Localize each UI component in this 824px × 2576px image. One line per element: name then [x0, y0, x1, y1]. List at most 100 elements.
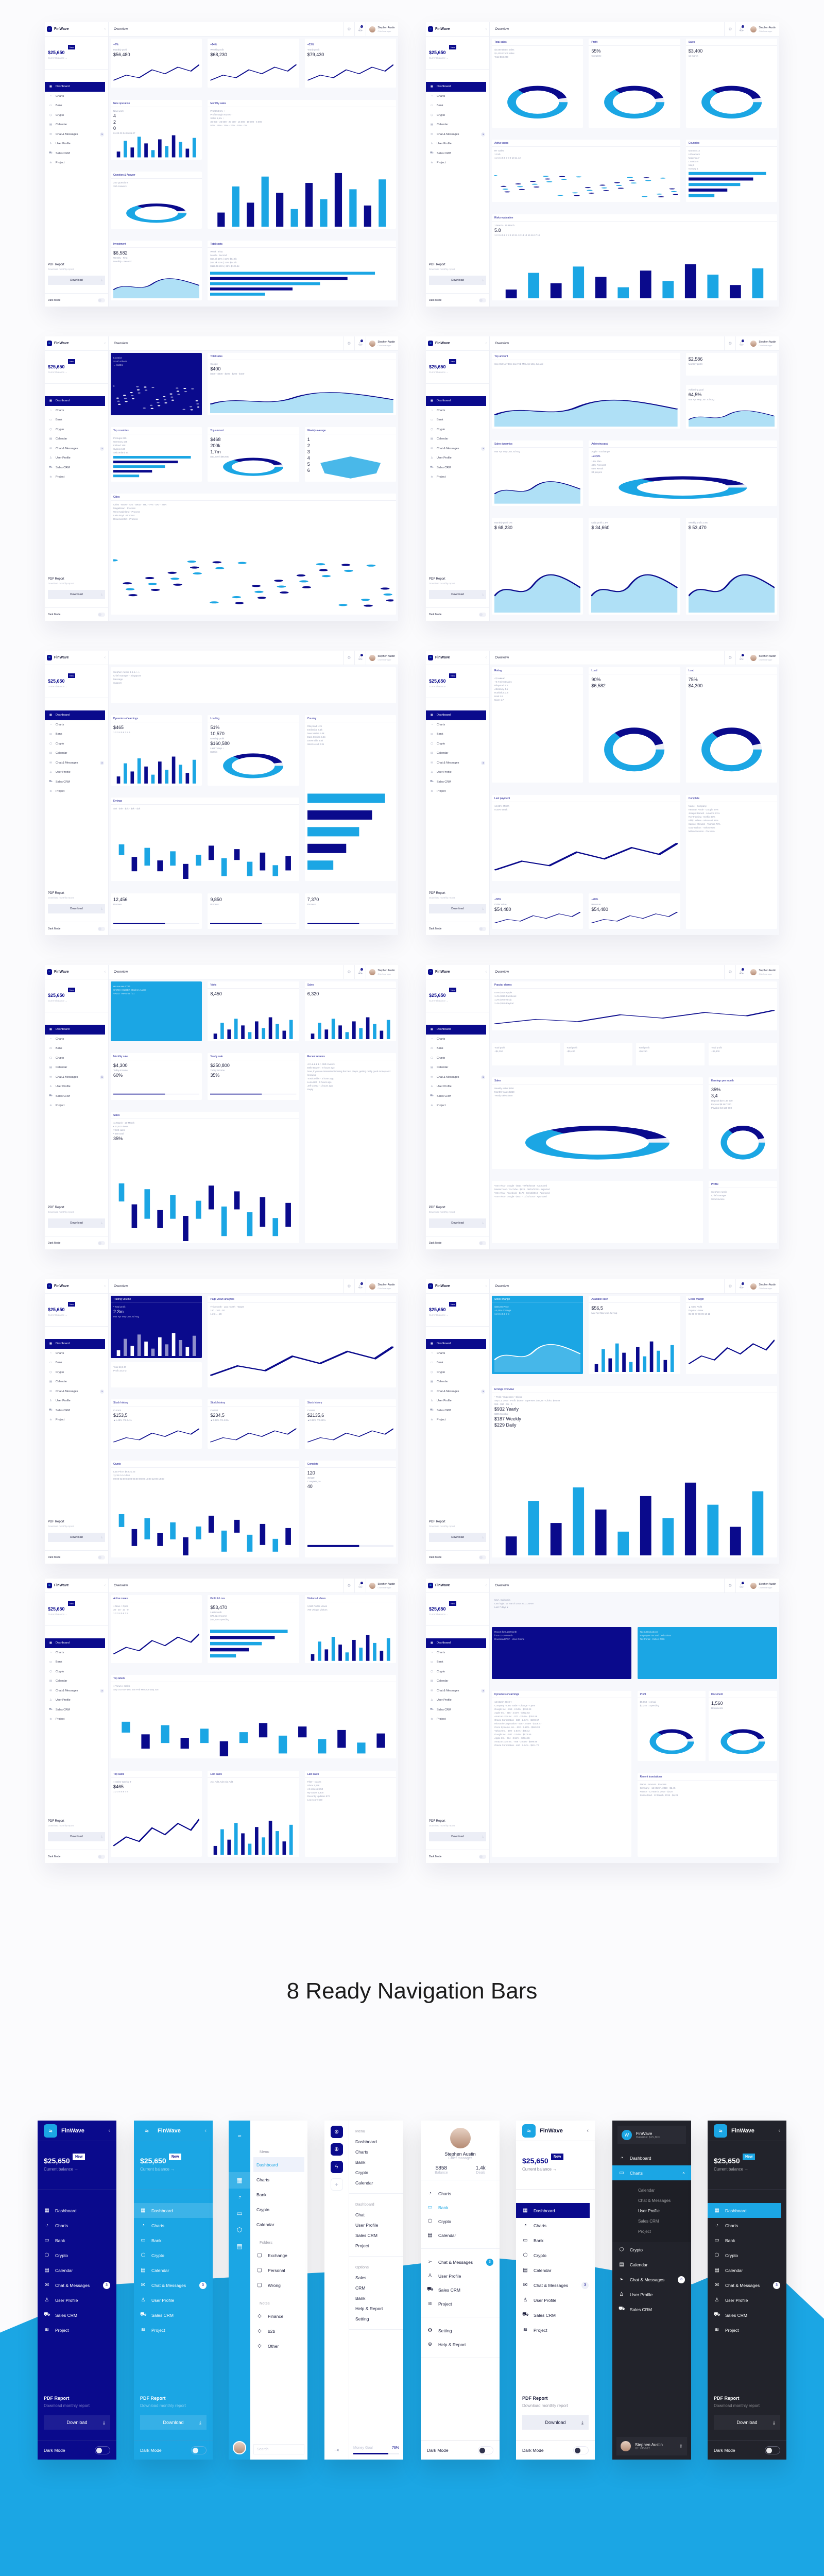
collapse-sidebar-button[interactable]: ‹ [485, 27, 487, 31]
download-button[interactable]: Download ⤓ [44, 2415, 110, 2430]
sidebar-item-bank[interactable]: ▭ Bank [45, 101, 108, 111]
settings-icon[interactable]: ⚙ [724, 651, 735, 665]
cube-icon[interactable]: ⬡ [236, 2226, 243, 2233]
sidebar-item-bank[interactable]: ▭ Bank [426, 730, 489, 739]
dark-mode-toggle[interactable] [98, 926, 105, 931]
menu-item[interactable]: Sales CRM [355, 2233, 377, 2238]
bell-icon[interactable]: 🔔︎ 2 [735, 22, 747, 36]
dark-mode-toggle[interactable] [478, 2446, 493, 2454]
settings-icon[interactable]: ⚙ [724, 965, 735, 979]
sidebar-item-bank[interactable]: ▭ Bank [426, 1657, 489, 1667]
submenu-item[interactable]: Project [638, 2229, 651, 2234]
sidebar-item-calendar[interactable]: ▤ Calendar [426, 1676, 489, 1686]
submenu-item[interactable]: Calendar [638, 2188, 655, 2193]
menu-item[interactable]: ≋ Project [421, 2297, 500, 2311]
dark-mode-toggle[interactable] [98, 1555, 105, 1560]
dark-mode-toggle[interactable] [98, 1241, 105, 1245]
download-button[interactable]: Download ⤓ [429, 1832, 486, 1841]
lightning-icon[interactable]: ϟ [330, 2161, 343, 2173]
sidebar-item-user-profile[interactable]: ♙ User Profile [45, 1396, 108, 1406]
sidebar-item-crypto[interactable]: ⬡ Crypto [708, 2248, 786, 2263]
collapse-sidebar-button[interactable]: ‹ [104, 1284, 106, 1288]
sidebar-item-calendar[interactable]: ▤ Calendar [45, 749, 108, 758]
sidebar-item-project[interactable]: ≋ Project [708, 2323, 786, 2337]
current-balance-link[interactable]: Current balance → [429, 1613, 449, 1616]
download-button[interactable]: Download ⤓ [429, 1533, 486, 1542]
collapse-sidebar-button[interactable]: ‹ [108, 2127, 110, 2134]
sidebar-item-calendar[interactable]: ▤ Calendar [426, 434, 489, 444]
current-balance-link[interactable]: Current balance → [44, 2167, 79, 2172]
current-balance-link[interactable]: Current balance → [714, 2167, 749, 2172]
sidebar-item-sales-crm[interactable]: ⛟ Sales CRM [45, 149, 108, 159]
dark-mode-toggle[interactable] [765, 2446, 780, 2454]
sidebar-item-crypto[interactable]: ⬡ Crypto [426, 739, 489, 749]
collapse-sidebar-button[interactable]: ‹ [485, 656, 487, 659]
sidebar-item-project[interactable]: ≋ Project [45, 158, 108, 168]
switch-user-icon[interactable]: ⇕ [679, 2443, 683, 2449]
current-balance-link[interactable]: Current balance → [429, 1314, 449, 1316]
menu-item[interactable]: Crypto [253, 2202, 304, 2217]
sidebar-item-project[interactable]: ≋ Project [134, 2323, 213, 2337]
sidebar-item-dashboard[interactable]: ▦ Dashboard [708, 2203, 781, 2218]
sidebar-item-crypto[interactable]: ⬡ Crypto [426, 425, 489, 435]
sidebar-item-project[interactable]: ≋ Project [426, 1101, 489, 1111]
sidebar-item-calendar[interactable]: ▤ Calendar [134, 2263, 213, 2278]
sidebar-item-chat-messages[interactable]: ✉ Chat & Messages 3 [426, 130, 489, 140]
dark-mode-toggle[interactable] [479, 298, 486, 302]
credit-card-icon[interactable]: ▭ [236, 2210, 243, 2217]
settings-icon[interactable]: ⚙ [343, 22, 354, 36]
sidebar-item-bank[interactable]: ▭ Bank [708, 2233, 786, 2248]
sidebar-item-sales-crm[interactable]: ⛟ Sales CRM [426, 1092, 489, 1101]
user-menu[interactable]: Stephen Austin Chief manager [747, 1579, 779, 1592]
bell-icon[interactable]: 🔔︎ 2 [354, 22, 366, 36]
sidebar-item-sales-crm[interactable]: ⛟ Sales CRM [426, 149, 489, 159]
sidebar-item-user-profile[interactable]: ♙ User Profile [426, 453, 489, 463]
collapse-sidebar-button[interactable]: ‹ [485, 342, 487, 345]
bell-icon[interactable]: 🔔︎ 2 [735, 965, 747, 979]
sidebar-item-chat-messages[interactable]: ✉ Chat & Messages 3 [45, 758, 108, 768]
dark-mode-toggle[interactable] [191, 2446, 207, 2454]
user-menu[interactable]: Stephen Austin Chief manager [366, 965, 398, 979]
sidebar-item-sales-crm[interactable]: ⛟ Sales CRM [45, 1705, 108, 1715]
menu-item[interactable]: Help & Report [355, 2306, 383, 2311]
sidebar-item-sales-crm[interactable]: ⛟ Sales CRM [426, 1705, 489, 1715]
user-menu[interactable]: Stephen Austin Chief manager [366, 1579, 398, 1592]
dark-mode-toggle[interactable] [479, 612, 486, 617]
sidebar-item-charts[interactable]: ◔ Charts [516, 2218, 595, 2233]
sidebar-item-calendar[interactable]: ▤ Calendar [426, 120, 489, 130]
sidebar-item-sales-crm[interactable]: ⛟ Sales CRM [612, 2302, 691, 2317]
sidebar-item-project[interactable]: ≋ Project [426, 1715, 489, 1724]
sidebar-item-user-profile[interactable]: ♙ User Profile [426, 768, 489, 777]
sidebar-item-crypto[interactable]: ⬡ Crypto [38, 2248, 116, 2263]
sidebar-item-project[interactable]: ≋ Project [45, 1715, 108, 1724]
dark-mode-toggle[interactable] [98, 612, 105, 617]
sidebar-item-dashboard[interactable]: ▦ Dashboard [426, 82, 486, 92]
sidebar-item-user-profile[interactable]: ♙ User Profile [45, 1696, 108, 1705]
sidebar-item-charts[interactable]: ◔ Charts [45, 1349, 108, 1359]
menu-item[interactable]: ⚙ Setting [421, 2324, 500, 2337]
current-balance-link[interactable]: Current balance → [48, 1314, 67, 1316]
sidebar-item-charts[interactable]: ◔ Charts [45, 92, 108, 101]
menu-item[interactable]: ◔ Charts [421, 2187, 500, 2200]
sidebar-item-bank[interactable]: ▭ Bank [45, 1044, 108, 1054]
sidebar-item-crypto[interactable]: ⬡ Crypto [612, 2242, 691, 2257]
dark-mode-toggle[interactable] [479, 1555, 486, 1560]
sidebar-item-calendar[interactable]: ▤ Calendar [612, 2257, 691, 2272]
sidebar-item-user-profile[interactable]: ♙ User Profile [45, 139, 108, 149]
download-button[interactable]: Download ⤓ [48, 1533, 105, 1542]
search-input[interactable]: Search [253, 2444, 304, 2454]
sidebar-item-charts[interactable]: ◔ Charts [45, 1648, 108, 1658]
bell-icon[interactable]: 🔔︎ 2 [354, 336, 366, 350]
current-balance-link[interactable]: Current balance → [48, 371, 67, 374]
menu-item[interactable]: ♙ User Profile [421, 2269, 500, 2283]
download-button[interactable]: Download ⤓ [140, 2415, 207, 2430]
download-button[interactable]: Download ⤓ [48, 590, 105, 599]
sidebar-item-user-profile[interactable]: ♙ User Profile [426, 1696, 489, 1705]
download-button[interactable]: Download ⤓ [48, 276, 105, 285]
sidebar-item-chat-messages[interactable]: ✉ Chat & Messages 3 [426, 1073, 489, 1082]
submenu-item[interactable]: Chat & Messages [638, 2198, 671, 2203]
user-menu[interactable]: Stephen Austin Chief manager [366, 22, 398, 36]
sidebar-item-dashboard[interactable]: ▦ Dashboard [426, 1025, 486, 1035]
sidebar-item-project[interactable]: ≋ Project [426, 787, 489, 796]
download-button[interactable]: Download ⤓ [48, 904, 105, 913]
